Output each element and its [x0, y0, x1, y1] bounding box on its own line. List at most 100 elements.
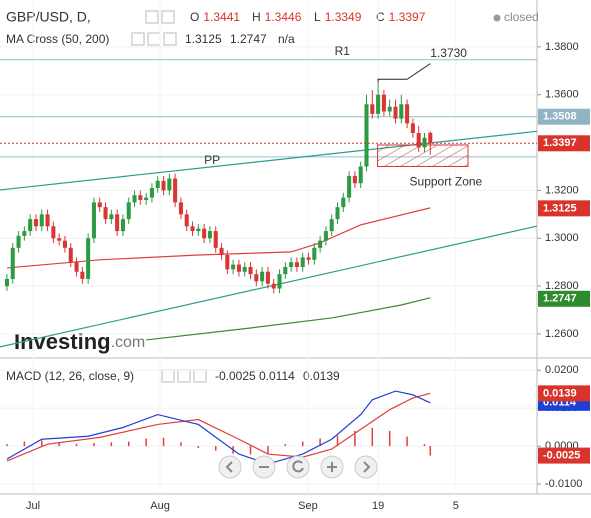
y-tick-label: 1.3600 [545, 89, 579, 101]
candle-body [323, 231, 328, 241]
nav-buttons [218, 455, 378, 479]
candle-body [16, 235, 21, 248]
candle-body [184, 214, 189, 227]
ma-readout: 1.2747 [230, 32, 267, 46]
ohlc-label: O [190, 10, 199, 24]
indicator-title: MA Cross (50, 200) [6, 32, 109, 46]
candle-body [381, 94, 386, 112]
logo-suffix: .com [111, 334, 146, 351]
candle-body [428, 132, 433, 144]
candle-body [68, 247, 73, 263]
candle-body [138, 195, 143, 200]
candle-body [80, 271, 85, 279]
candle-body [213, 231, 218, 248]
candle-body [51, 226, 56, 239]
icon[interactable] [163, 32, 177, 46]
ohlc-value: 1.3441 [203, 10, 240, 24]
candle-body [126, 202, 131, 220]
ohlc-label: C [376, 10, 385, 24]
candle-body [10, 247, 15, 279]
candle-body [260, 271, 265, 282]
candle-body [289, 262, 294, 267]
ma-slow-line [146, 297, 431, 341]
candle-body [167, 178, 172, 191]
icon [225, 461, 233, 473]
candle-body [97, 202, 102, 208]
macd-title: MACD (12, 26, close, 9) [6, 369, 134, 383]
candle-body [132, 195, 137, 203]
ohlc-readout: C 1.3397 [376, 10, 426, 24]
ohlc-value: 1.3349 [325, 10, 362, 24]
candle-body [352, 176, 357, 184]
candle-body [271, 283, 276, 289]
reset[interactable] [286, 455, 310, 479]
status: closed [504, 10, 539, 24]
scroll-left[interactable] [218, 455, 242, 479]
candle-body [265, 271, 270, 284]
y-tick-label: 1.3200 [545, 184, 579, 196]
candle-body [103, 207, 108, 220]
candle-body [45, 214, 50, 227]
ma-tag [538, 290, 590, 307]
r1-label: R1 [335, 44, 351, 58]
symbol: GBP/USD, D, [6, 9, 91, 25]
candle-body [231, 264, 236, 270]
candle-body [370, 104, 375, 114]
status-dot [493, 14, 501, 22]
ohlc-readout: O 1.3441 [190, 10, 240, 24]
ma-readout: 1.3125 [185, 32, 222, 46]
y-tick-label: 1.3000 [545, 232, 579, 244]
candle-body [74, 262, 79, 272]
candle-body [39, 214, 44, 227]
ohlc-readout: H 1.3446 [252, 10, 302, 24]
candle-body [416, 133, 421, 148]
candle-body [387, 106, 392, 112]
candle-body [207, 231, 212, 239]
candle-body [149, 188, 154, 198]
candle-body [196, 228, 201, 232]
y-tick-label: 1.3800 [545, 41, 579, 53]
x-tick-label: Sep [298, 500, 318, 512]
candle-body [312, 247, 317, 260]
ohlc-value: 1.3446 [265, 10, 302, 24]
icon[interactable] [145, 10, 159, 24]
candle-body [376, 94, 381, 114]
candle-body [405, 104, 410, 124]
trend-line [0, 225, 538, 348]
candle-body [242, 266, 247, 272]
icon [363, 461, 371, 473]
macd-readout: -0.0025 [215, 369, 256, 383]
signal-line [6, 392, 431, 462]
candle-body [399, 104, 404, 119]
high-pointer [377, 63, 431, 83]
trend-line [0, 130, 538, 191]
candle-body [109, 214, 114, 220]
candle-body [248, 266, 253, 275]
last-price-tag [538, 135, 590, 152]
macd-tag-text: -0.0025 [543, 449, 580, 461]
candle-body [283, 266, 288, 275]
ma-tag-text: 1.3125 [543, 202, 577, 214]
last-price-tag-text: 1.3397 [543, 137, 577, 149]
x-tick-label: Jul [26, 500, 40, 512]
candle-body [219, 247, 224, 256]
support-zone [377, 144, 469, 167]
icon[interactable] [161, 10, 175, 24]
y-tick-label: -0.0100 [545, 478, 582, 490]
pp-label: PP [204, 153, 220, 167]
candle-body [161, 180, 166, 191]
candle-body [410, 123, 415, 134]
candle-body [347, 176, 352, 198]
candle-body [329, 219, 334, 232]
macd-readout: 0.0114 [259, 369, 295, 383]
scroll-right[interactable] [354, 455, 378, 479]
candle-body [155, 180, 160, 189]
candle-body [33, 219, 38, 227]
ma-extra: n/a [278, 32, 295, 46]
icon [292, 460, 304, 473]
support-zone-label: Support Zone [410, 175, 483, 189]
ohlc-label: L [314, 10, 321, 24]
icon[interactable] [131, 32, 145, 46]
